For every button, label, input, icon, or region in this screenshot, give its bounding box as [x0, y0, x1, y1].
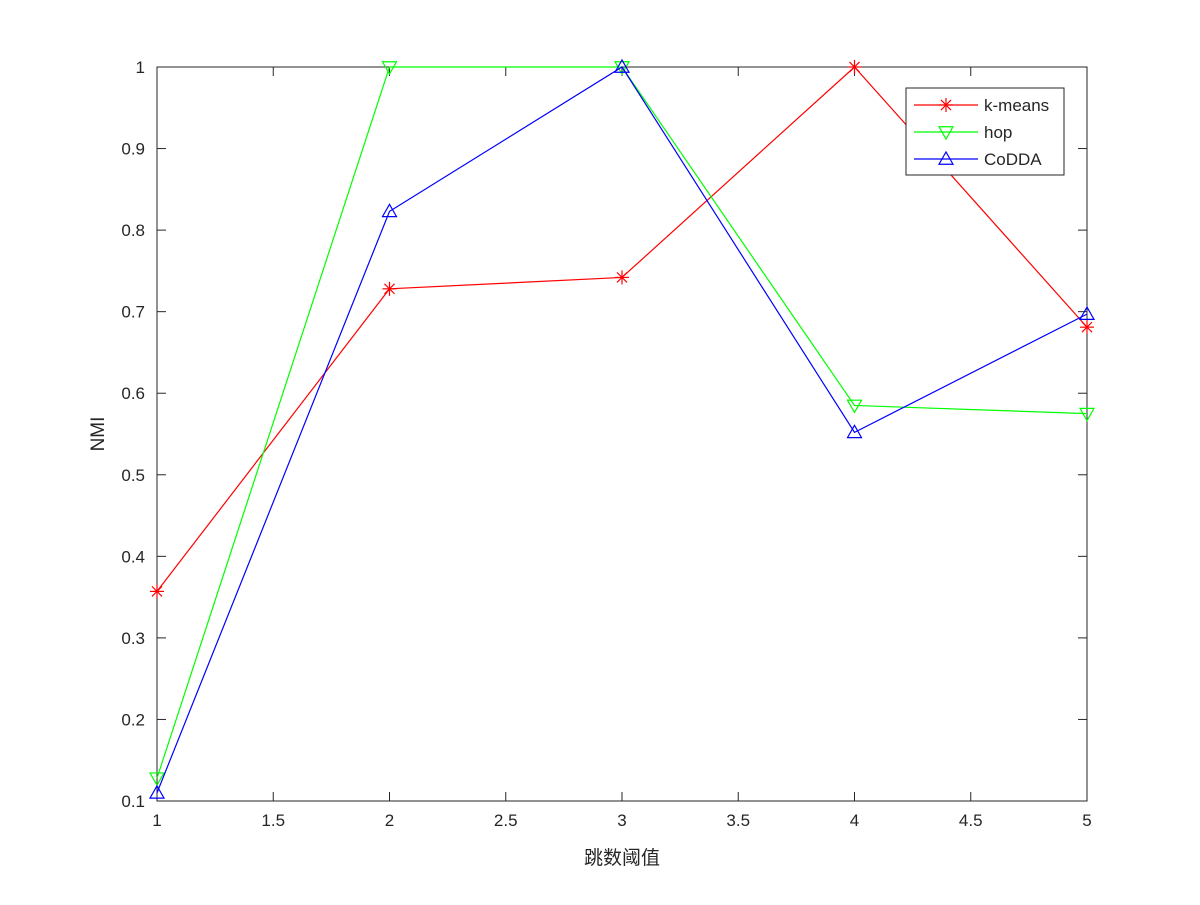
marker-shape — [381, 61, 398, 76]
y-tick-label: 0.2 — [121, 710, 145, 729]
data-point-hop — [381, 61, 398, 76]
data-point-hop — [1078, 407, 1096, 422]
data-point-k-means — [382, 281, 397, 296]
series-codda — [148, 58, 1096, 799]
marker-shape — [148, 772, 166, 787]
marker-shape — [613, 61, 631, 76]
data-point-hop — [148, 772, 166, 787]
data-point-k-means — [150, 584, 164, 599]
series-line-codda — [156, 66, 1088, 794]
data-point-codda — [1078, 305, 1096, 320]
data-point-k-means — [615, 270, 629, 285]
y-axis-title: NMI — [88, 417, 109, 452]
legend-item-hop: hop — [914, 123, 1012, 142]
legend: k-means hop CoDDA — [905, 87, 1065, 176]
data-point-hop — [613, 61, 631, 76]
marker-shape — [1078, 407, 1096, 422]
tick-labels: 1 1.5 2 2.5 3 3.5 4 4.5 5 0.1 0.2 0.3 0.4 0.5 0.6 0.7 0.… — [121, 58, 1091, 830]
marker-shape — [937, 150, 955, 165]
y-tick-label: 0.7 — [121, 303, 145, 322]
x-tick-label: 1 — [152, 811, 161, 830]
data-point-codda — [381, 203, 398, 218]
x-tick-label: 4.5 — [959, 811, 983, 830]
legend-label: hop — [984, 123, 1012, 142]
x-tick-label: 4 — [850, 811, 859, 830]
legend-swatch-marker — [937, 150, 955, 165]
legend-swatch-marker — [937, 126, 955, 141]
y-tick-label: 0.9 — [121, 140, 145, 159]
data-point-k-means — [1080, 320, 1094, 335]
plot-area — [156, 66, 1088, 802]
marker-stroke — [849, 61, 860, 73]
marker-shape — [846, 399, 863, 414]
marker-shape — [613, 58, 631, 73]
marker-stroke — [384, 283, 395, 295]
data-point-codda — [148, 784, 166, 799]
data-point-codda — [846, 424, 863, 439]
y-tick-label: 0.6 — [121, 384, 145, 403]
marker-stroke — [940, 99, 952, 111]
marker-shape — [381, 203, 398, 218]
legend-swatch-marker — [939, 98, 953, 112]
marker-stroke — [1081, 321, 1093, 333]
plot-box — [156, 66, 1088, 802]
marker-stroke — [151, 585, 163, 597]
x-tick-label: 5 — [1082, 811, 1091, 830]
y-tick-label: 0.4 — [121, 547, 145, 566]
x-tick-label: 1.5 — [261, 811, 285, 830]
legend-label: CoDDA — [984, 150, 1042, 169]
x-tick-label: 2 — [385, 811, 394, 830]
legend-label: k-means — [984, 96, 1049, 115]
y-tick-label: 0.1 — [121, 792, 145, 811]
y-tick-label: 0.8 — [121, 221, 145, 240]
marker-shape — [937, 126, 955, 141]
data-point-hop — [846, 399, 863, 414]
x-tick-label: 2.5 — [494, 811, 518, 830]
marker-shape — [846, 424, 863, 439]
y-tick-label: 0.3 — [121, 629, 145, 648]
y-tick-label: 0.5 — [121, 466, 145, 485]
legend-item-k-means: k-means — [914, 96, 1049, 115]
x-axis-title: 跳数阈值 — [584, 847, 660, 869]
marker-shape — [1078, 305, 1096, 320]
x-tick-label: 3.5 — [726, 811, 750, 830]
x-tick-label: 3 — [617, 811, 626, 830]
y-tick-label: 1 — [136, 58, 145, 77]
legend-item-codda: CoDDA — [914, 150, 1042, 169]
data-point-codda — [613, 58, 631, 73]
data-point-k-means — [847, 60, 862, 74]
marker-stroke — [616, 271, 628, 283]
marker-shape — [148, 784, 166, 799]
